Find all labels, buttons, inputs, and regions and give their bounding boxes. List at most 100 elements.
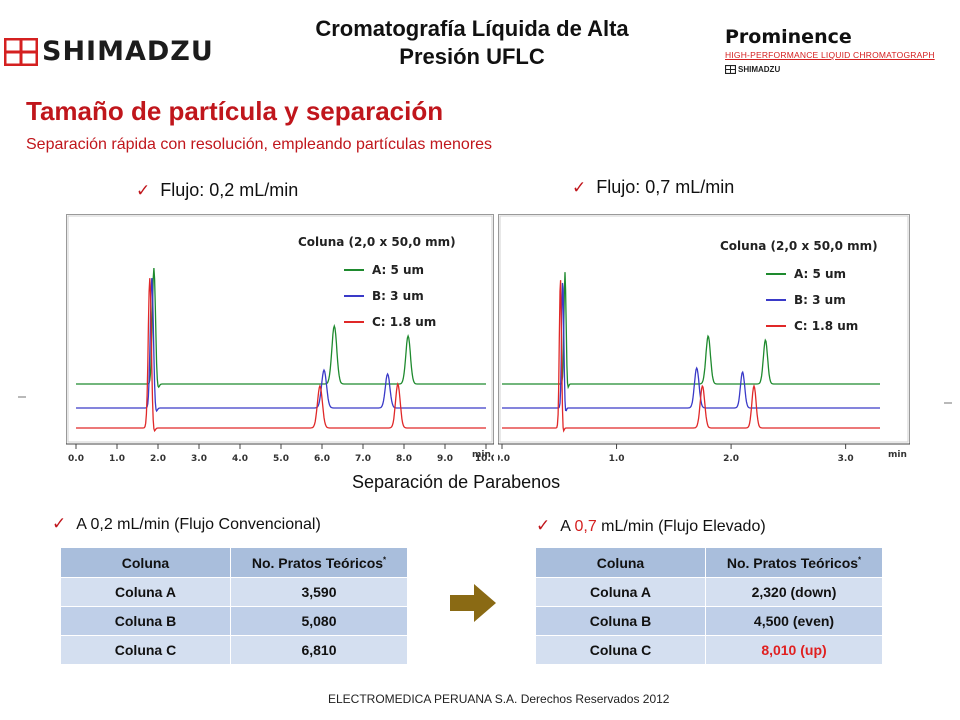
- legend-entry: B: 3 um: [794, 293, 846, 307]
- table-header-mark: *: [383, 554, 387, 564]
- condition-right: ✓ A 0,7 mL/min (Flujo Elevado): [536, 516, 766, 536]
- page-title-line-2: Presión UFLC: [399, 44, 545, 69]
- flow-label-right: ✓ Flujo: 0,7 mL/min: [572, 177, 734, 198]
- table-cell-pratos: 2,320 (down): [705, 577, 883, 607]
- mini-shimadzu-logo: SHIMADZU: [725, 65, 960, 74]
- flow-label-left: ✓ Flujo: 0,2 mL/min: [136, 180, 298, 201]
- table-row: Coluna C 6,810: [60, 635, 408, 665]
- legend-entry: C: 1.8 um: [794, 319, 858, 333]
- x-tick-label: 3.0: [838, 454, 854, 464]
- page-title-line-1: Cromatografía Líquida de Alta: [315, 16, 629, 41]
- x-tick-label: 4.0: [232, 454, 248, 464]
- table-header-row: Coluna No. Pratos Teóricos*: [535, 547, 883, 578]
- table-cell-coluna: Coluna B: [535, 606, 706, 636]
- table-header-row: Coluna No. Pratos Teóricos*: [60, 547, 408, 578]
- legend-title: Coluna (2,0 x 50,0 mm): [720, 239, 878, 253]
- table-cell-pratos: 3,590: [230, 577, 408, 607]
- mini-shimadzu-wordmark: SHIMADZU: [738, 65, 781, 74]
- flow-right-text: Flujo: 0,7 mL/min: [596, 177, 735, 197]
- prominence-logo: Prominence HIGH-PERFORMANCE LIQUID CHROM…: [725, 26, 960, 74]
- table-cell-pratos: 4,500 (even): [705, 606, 883, 636]
- x-tick-label: 3.0: [191, 454, 207, 464]
- series-line: [502, 280, 880, 433]
- x-tick-label: 1.0: [109, 454, 125, 464]
- series-line: [76, 268, 486, 389]
- section-title: Tamaño de partícula y separación: [26, 96, 444, 126]
- x-tick-label: 0.0: [68, 454, 84, 464]
- x-tick-label: 8.0: [396, 454, 412, 464]
- chart-frame-inner: [67, 215, 493, 443]
- legend-entry: C: 1.8 um: [372, 315, 436, 329]
- table-row: Coluna C 8,010 (up): [535, 635, 883, 665]
- checkmark-icon: ✓: [536, 516, 551, 535]
- checkmark-icon: ✓: [136, 181, 151, 200]
- condition-right-suffix: mL/min (Flujo Elevado): [596, 518, 766, 535]
- chart-caption: Separación de Parabenos: [352, 472, 561, 492]
- table-header-coluna: Coluna: [535, 547, 706, 578]
- shimadzu-wordmark: SHIMADZU: [42, 36, 214, 67]
- table-header-pratos: No. Pratos Teóricos*: [230, 547, 408, 578]
- chart-frame-inner: [499, 215, 909, 443]
- section-subtitle: Separación rápida con resolución, emplea…: [26, 136, 493, 153]
- checkmark-icon: ✓: [52, 514, 67, 533]
- legend-entry: B: 3 um: [372, 289, 424, 303]
- flow-left-text: Flujo: 0,2 mL/min: [160, 180, 299, 200]
- table-cell-coluna: Coluna B: [60, 606, 231, 636]
- table-row: Coluna A 3,590: [60, 577, 408, 607]
- chromatogram-right: 0.0 1.0 2.0 3.0 min Coluna (2,0 x 50,0 mm) A: …: [498, 214, 910, 464]
- table-header-coluna: Coluna: [60, 547, 231, 578]
- table-row: Coluna B 5,080: [60, 606, 408, 636]
- table-header-mark: *: [858, 554, 862, 564]
- table-cell-coluna: Coluna C: [60, 635, 231, 665]
- plates-table-high-flow: Coluna No. Pratos Teóricos* Coluna A 2,3…: [535, 547, 883, 665]
- x-tick-label: 2.0: [723, 454, 739, 464]
- shimadzu-emblem-icon: [4, 37, 38, 66]
- x-tick-label: 10.0: [475, 454, 494, 464]
- plates-table-conventional: Coluna No. Pratos Teóricos* Coluna A 3,5…: [60, 547, 408, 665]
- x-tick-label: 5.0: [273, 454, 289, 464]
- x-tick-label: 6.0: [314, 454, 330, 464]
- table-cell-coluna: Coluna A: [535, 577, 706, 607]
- table-row: Coluna A 2,320 (down): [535, 577, 883, 607]
- condition-right-value: 0,7: [574, 518, 597, 535]
- x-unit-label: min: [472, 450, 491, 460]
- chart-frame: [66, 214, 494, 445]
- mini-shimadzu-emblem-icon: [725, 65, 736, 74]
- condition-right-prefix: A: [560, 518, 575, 535]
- condition-left: ✓ A 0,2 mL/min (Flujo Convencional): [52, 514, 321, 534]
- table-cell-pratos: 5,080: [230, 606, 408, 636]
- page-title: Cromatografía Líquida de Alta Presión UF…: [262, 15, 682, 71]
- table-header-pratos: No. Pratos Teóricos*: [705, 547, 883, 578]
- decorative-dash: [18, 396, 26, 398]
- legend-entry: A: 5 um: [794, 267, 846, 281]
- series-line: [502, 272, 880, 390]
- table-cell-pratos: 6,810: [230, 635, 408, 665]
- legend-title: Coluna (2,0 x 50,0 mm): [298, 235, 456, 249]
- x-tick-label: 1.0: [609, 454, 625, 464]
- table-cell-pratos: 8,010 (up): [705, 635, 883, 665]
- table-header-pratos-text: No. Pratos Teóricos: [726, 554, 859, 571]
- decorative-dash: [944, 402, 952, 404]
- x-tick-label: 9.0: [437, 454, 453, 464]
- table-header-pratos-text: No. Pratos Teóricos: [251, 554, 384, 571]
- checkmark-icon: ✓: [572, 178, 587, 197]
- table-cell-coluna: Coluna A: [60, 577, 231, 607]
- footer: ELECTROMEDICA PERUANA S.A. Derechos Rese…: [328, 692, 670, 706]
- chart-frame: [498, 214, 910, 445]
- x-tick-label: 7.0: [355, 454, 371, 464]
- legend-entry: A: 5 um: [372, 263, 424, 277]
- x-tick-label: 0.0: [498, 454, 510, 464]
- series-line: [76, 278, 486, 433]
- table-row: Coluna B 4,500 (even): [535, 606, 883, 636]
- table-cell-coluna: Coluna C: [535, 635, 706, 665]
- series-line: [502, 282, 880, 412]
- prominence-wordmark: Prominence: [725, 26, 852, 48]
- condition-left-text: A 0,2 mL/min (Flujo Convencional): [76, 516, 321, 533]
- x-unit-label: min: [888, 450, 907, 460]
- shimadzu-logo: SHIMADZU: [4, 36, 214, 67]
- x-tick-label: 2.0: [150, 454, 166, 464]
- series-line: [76, 278, 486, 413]
- right-arrow-icon: [450, 584, 496, 622]
- prominence-subtitle: HIGH-PERFORMANCE LIQUID CHROMATOGRAPH: [725, 50, 935, 60]
